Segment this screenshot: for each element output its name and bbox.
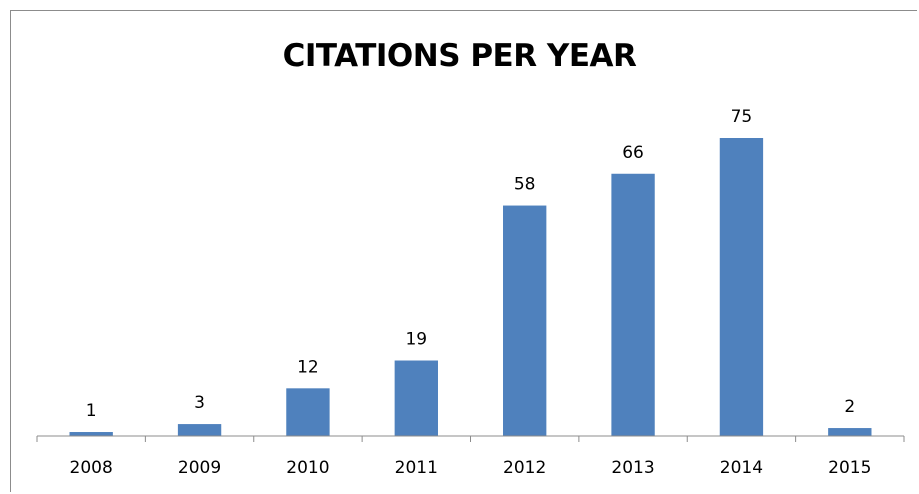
bar-2009	[177, 424, 222, 436]
bar-2010	[286, 388, 330, 436]
tick-label-2015: 2015	[828, 458, 871, 478]
tick-label-2011: 2011	[395, 458, 438, 478]
tick-label-2013: 2013	[611, 458, 654, 478]
bar-2012	[503, 205, 547, 436]
bars-group	[69, 138, 872, 436]
value-label-2009: 3	[194, 393, 205, 413]
chart-title: CITATIONS PER YEAR	[282, 38, 637, 74]
value-label-2012: 58	[514, 175, 536, 195]
bar-2014	[719, 138, 764, 436]
value-label-2008: 1	[86, 401, 97, 421]
x-tick-labels-group: 2008 2009 2010 2011 2012 2013 2014 2015	[70, 458, 872, 478]
value-label-2015: 2	[844, 397, 855, 417]
tick-label-2008: 2008	[70, 458, 113, 478]
bar-2015	[828, 428, 872, 436]
value-label-2011: 19	[405, 330, 427, 350]
value-label-2013: 66	[622, 143, 644, 163]
bar-2008	[69, 432, 113, 436]
x-axis	[36, 435, 905, 442]
tick-label-2010: 2010	[286, 458, 329, 478]
chart-frame	[10, 10, 917, 492]
value-label-2014: 75	[731, 107, 753, 127]
tick-label-2009: 2009	[178, 458, 221, 478]
bar-2011	[394, 360, 438, 436]
value-labels-group: 1 3 12 19 58 66 75 2	[86, 107, 855, 421]
value-label-2010: 12	[297, 357, 319, 377]
tick-label-2012: 2012	[503, 458, 546, 478]
tick-label-2014: 2014	[720, 458, 763, 478]
bar-2013	[611, 173, 655, 436]
